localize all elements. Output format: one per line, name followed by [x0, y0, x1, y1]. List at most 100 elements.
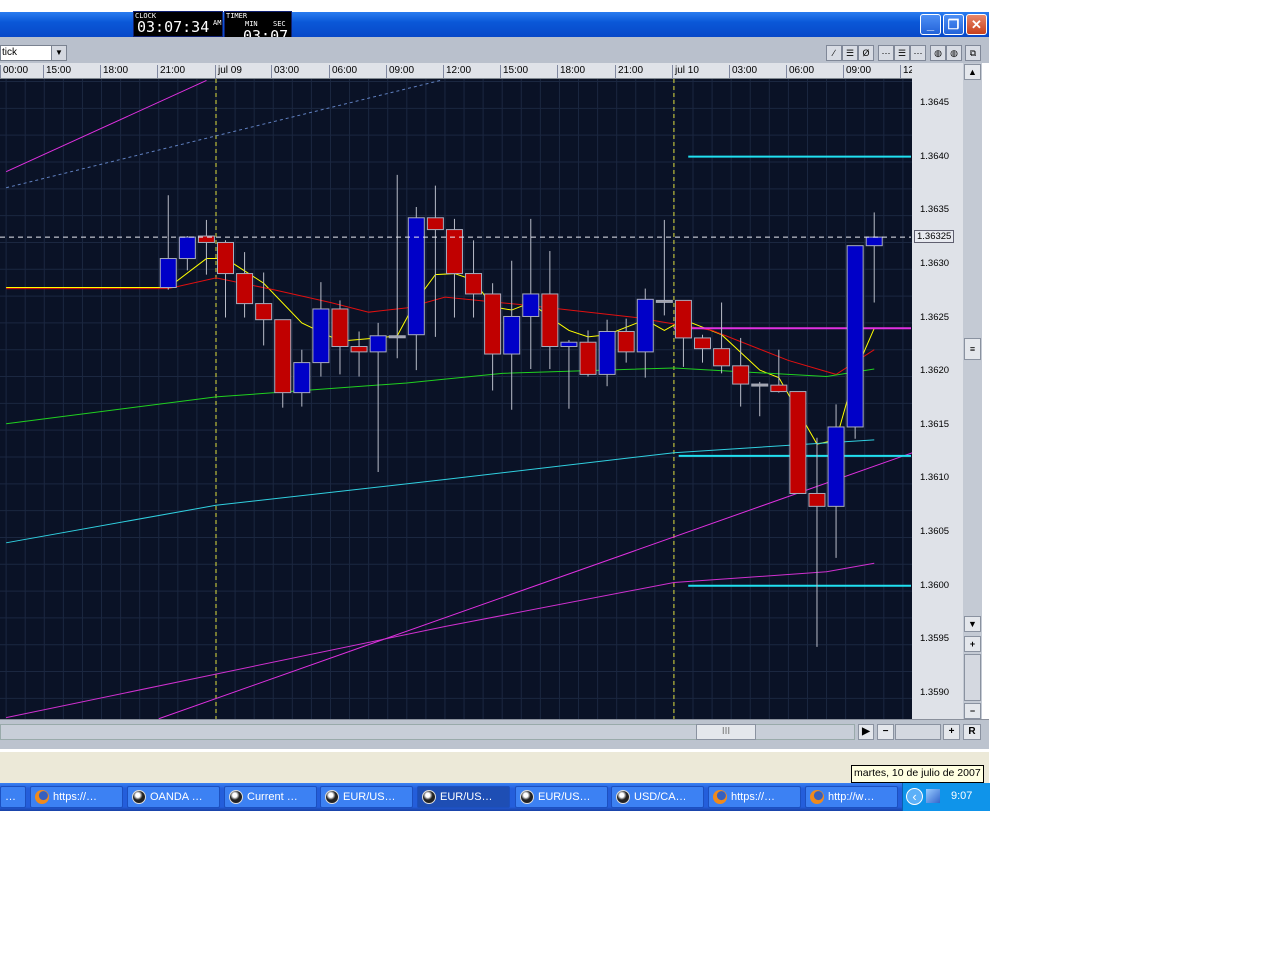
candle-body: [388, 335, 406, 339]
grid-medium-icon[interactable]: ☰: [894, 45, 910, 61]
taskbar-item[interactable]: https://…: [30, 786, 123, 808]
clock-widget: CLOCK 03:07:34 AM: [133, 11, 223, 37]
candlestick-chart[interactable]: [0, 79, 912, 719]
candle-body: [751, 383, 769, 387]
taskbar-item-label: USD/CA…: [634, 791, 687, 803]
chart-svg: [0, 79, 912, 719]
zoom-out-button[interactable]: −: [877, 724, 894, 740]
candle-body: [369, 335, 387, 353]
price-axis-label: 1.3635: [920, 204, 950, 216]
scroll-thumb[interactable]: ≡: [964, 338, 981, 360]
oanda-icon: [229, 790, 243, 804]
vertical-zoom-track[interactable]: [964, 654, 981, 701]
time-axis-label: 03:00: [729, 65, 757, 78]
grid-fine-icon[interactable]: ⋯: [878, 45, 894, 61]
zoom-slider[interactable]: [895, 724, 941, 740]
oanda-icon: [520, 790, 534, 804]
price-axis-label: 1.3615: [920, 418, 950, 430]
horizontal-scroll-track[interactable]: [0, 724, 855, 740]
zoom-out-vertical-button[interactable]: −: [964, 703, 981, 719]
candle-body: [713, 348, 731, 367]
taskbar-item[interactable]: OANDA …: [127, 786, 220, 808]
candle-body: [159, 258, 177, 289]
candle-body: [217, 241, 234, 275]
time-axis-label: 00:00: [0, 65, 28, 78]
candle-body: [465, 273, 483, 295]
price-axis-label: 1.3645: [920, 97, 950, 108]
zoom-in-vertical-button[interactable]: +: [964, 636, 981, 652]
candle-body: [732, 365, 750, 385]
horizontal-scroll-thumb[interactable]: III: [696, 724, 756, 740]
taskbar-item-label: EUR/US…: [538, 791, 591, 803]
candle-body: [407, 217, 425, 336]
firefox-icon: [713, 790, 727, 804]
time-axis-label: 03:00: [271, 65, 299, 78]
taskbar-item[interactable]: http://w…: [805, 786, 898, 808]
scroll-right-button[interactable]: ▶: [858, 724, 874, 740]
moving-average-line: [6, 439, 875, 544]
candle-body: [617, 330, 635, 353]
taskbar-item[interactable]: EUR/US…: [320, 786, 413, 808]
firefox-icon: [810, 790, 824, 804]
vertical-scrollbar[interactable]: ▲ ≡ ▼ + −: [963, 63, 982, 719]
moving-average-line: [6, 258, 875, 445]
horizontal-scroll-bar: III ▶ − + R: [0, 719, 989, 749]
candle-body: [350, 346, 368, 353]
fibonacci-icon[interactable]: Ø: [858, 45, 874, 61]
trendline: [5, 80, 207, 173]
time-axis-label: 21:00: [157, 65, 185, 78]
taskbar-item[interactable]: Current …: [224, 786, 317, 808]
taskbar-item[interactable]: EUR/US…: [417, 786, 510, 808]
price-axis-label: 1.3625: [920, 311, 950, 323]
restore-button[interactable]: ❐: [943, 14, 964, 35]
candle-body: [522, 293, 540, 317]
chevron-down-icon[interactable]: ▼: [51, 46, 66, 60]
taskbar-item-label: https://…: [731, 791, 776, 803]
taskbar: … https://… OANDA … Current … EUR/US… EUR/US……: [0, 783, 989, 811]
color-scheme-icon[interactable]: ◍: [930, 45, 946, 61]
timer-min-label: MIN: [245, 20, 258, 28]
candle-body: [426, 217, 444, 231]
minimize-button[interactable]: _: [920, 14, 941, 35]
reset-button[interactable]: R: [963, 724, 981, 740]
network-icon[interactable]: [926, 789, 940, 803]
candle-body: [178, 236, 196, 260]
candle-body: [846, 245, 864, 428]
candle-body: [579, 341, 597, 375]
candle-body: [770, 384, 788, 393]
detach-window-icon[interactable]: ⧉: [965, 45, 981, 61]
close-button[interactable]: ✕: [966, 14, 987, 35]
taskbar-item[interactable]: …: [0, 786, 26, 808]
candle-body: [445, 229, 463, 275]
trendline-icon[interactable]: ∕: [826, 45, 842, 61]
price-axis-label: 1.3630: [920, 257, 950, 269]
price-axis-label: 1.3600: [920, 579, 950, 591]
tray-expand-chevron-icon[interactable]: ‹: [906, 788, 923, 805]
taskbar-item-label: EUR/US…: [343, 791, 396, 803]
tray-clock[interactable]: 9:07: [951, 790, 973, 802]
taskbar-item[interactable]: https://…: [708, 786, 801, 808]
firefox-icon: [35, 790, 49, 804]
texture-icon[interactable]: ◍: [946, 45, 962, 61]
oanda-icon: [325, 790, 339, 804]
candle-body: [636, 298, 654, 353]
price-axis-label: 1.3605: [920, 526, 950, 538]
scroll-up-button[interactable]: ▲: [964, 64, 981, 80]
chart-type-dropdown[interactable]: tick ▼: [0, 45, 67, 61]
candle-body: [255, 303, 273, 321]
grid-coarse-icon[interactable]: ⋯: [910, 45, 926, 61]
scroll-down-button[interactable]: ▼: [964, 616, 981, 632]
trendline: [6, 79, 441, 189]
taskbar-item[interactable]: USD/CA…: [611, 786, 704, 808]
clock-label: CLOCK: [135, 12, 157, 20]
time-axis-label: 12:00: [443, 65, 471, 78]
time-axis-label: 06:00: [786, 65, 814, 78]
horizontal-line-icon[interactable]: ☰: [842, 45, 858, 61]
zoom-in-button[interactable]: +: [943, 724, 960, 740]
time-axis-label: 18:00: [100, 65, 128, 78]
taskbar-item-label: https://…: [53, 791, 98, 803]
taskbar-item[interactable]: EUR/US…: [515, 786, 608, 808]
trendline: [158, 452, 912, 719]
taskbar-item-label: http://w…: [828, 791, 875, 803]
price-axis-label: 1.3590: [920, 687, 950, 698]
